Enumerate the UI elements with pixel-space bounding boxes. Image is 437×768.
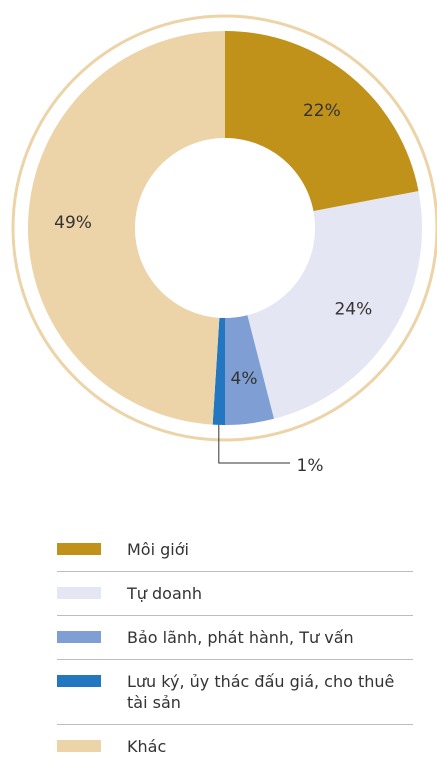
slice [225, 31, 419, 212]
value-label: 49% [54, 213, 92, 233]
value-label: 4% [231, 369, 258, 389]
legend-item: Tự doanh [57, 572, 413, 616]
legend-label: Môi giới [127, 540, 189, 559]
legend-item: Bảo lãnh, phát hành, Tư vấn [57, 616, 413, 660]
legend-swatch [57, 675, 101, 687]
legend: Môi giới Tự doanh Bảo lãnh, phát hành, Tư … [57, 528, 413, 768]
legend-label: Lưu ký, ủy thác đấu giá, cho thuê tài sả… [127, 672, 395, 712]
legend-label: Tự doanh [127, 584, 203, 603]
slice [247, 191, 422, 419]
legend-swatch [57, 587, 101, 599]
legend-label: Bảo lãnh, phát hành, Tư vấn [127, 628, 354, 647]
legend-swatch [57, 631, 101, 643]
value-label: 22% [303, 101, 341, 121]
value-label: 24% [334, 299, 372, 319]
legend-item: Khác [57, 725, 413, 768]
legend-swatch [57, 543, 101, 555]
slice [28, 31, 225, 425]
donut-hole [135, 138, 315, 318]
legend-swatch [57, 740, 101, 752]
slice [212, 317, 225, 425]
legend-item: Môi giới [57, 528, 413, 572]
leader-line [218, 424, 290, 464]
slice [225, 315, 274, 425]
legend-item: Lưu ký, ủy thác đấu giá, cho thuê tài sả… [57, 660, 413, 725]
value-label: 1% [297, 456, 324, 476]
outer-ring [11, 14, 437, 442]
chart: 22% 24% 4% 1% 49% [11, 14, 437, 476]
legend-label: Khác [127, 737, 167, 756]
